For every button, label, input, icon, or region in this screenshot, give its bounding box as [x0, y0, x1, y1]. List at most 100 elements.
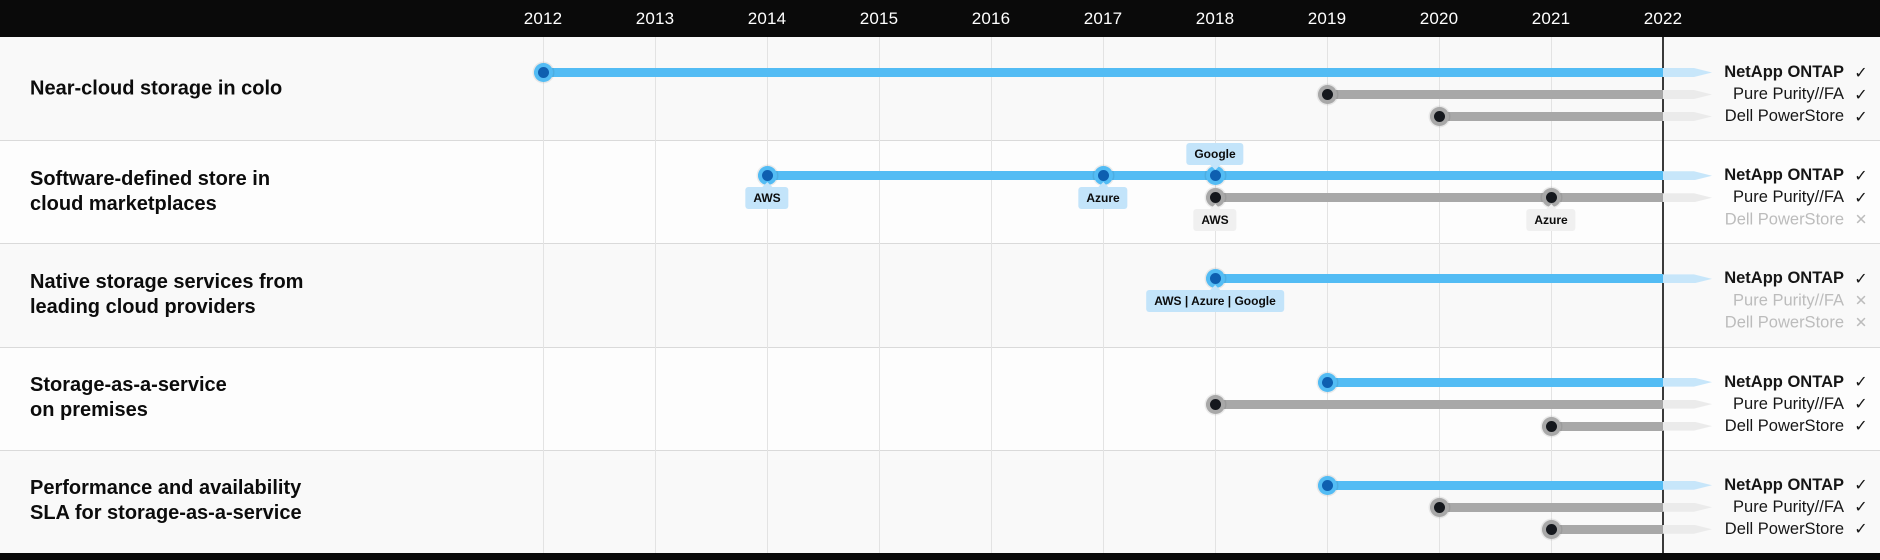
support-check-icon: ✓	[1854, 396, 1868, 414]
row-background-near-cloud-storage-in-colo	[0, 37, 1880, 141]
category-label-line: Near-cloud storage in colo	[30, 77, 283, 100]
row-separator	[0, 140, 1880, 142]
vendor-label-slot-netapp-ontap: NetApp ONTAP ✓	[1724, 166, 1870, 186]
gridline-2014	[766, 37, 768, 553]
year-label-2017: 2017	[1083, 8, 1123, 28]
year-label-2015: 2015	[859, 8, 899, 28]
year-label-2020: 2020	[1419, 8, 1459, 28]
gridline-2020	[1438, 37, 1440, 553]
vendor-label-slot-pure-purity-fa: Pure Purity//FA ✓	[1733, 85, 1870, 105]
milestone-dot-netapp-ontap-2012	[533, 63, 553, 82]
gridline-2016	[990, 37, 992, 553]
timeline-bar-dell-powerstore	[1430, 112, 1663, 121]
year-label-2019: 2019	[1307, 8, 1347, 28]
vendor-label-slot-dell-powerstore: Dell PowerStore ✓	[1725, 519, 1870, 539]
vendor-label-slot-netapp-ontap: NetApp ONTAP ✓	[1724, 63, 1870, 83]
category-label-line: Native storage services from	[30, 271, 304, 293]
milestone-dot-netapp-ontap-2017	[1093, 166, 1113, 186]
vendor-label-netapp-ontap: NetApp ONTAP	[1724, 475, 1844, 494]
milestone-dot-pure-purity-fa-2018	[1205, 394, 1225, 414]
bar-fade-arrow-netapp-ontap	[1663, 481, 1712, 490]
timeline-bar-pure-purity-fa	[1206, 399, 1663, 409]
timeline-bar-netapp-ontap	[1206, 274, 1663, 284]
bar-fade-arrow-dell-powerstore	[1663, 525, 1712, 534]
vendor-label-slot-dell-powerstore: Dell PowerStore ✓	[1725, 107, 1870, 127]
milestone-dot-netapp-ontap-2019	[1317, 372, 1337, 392]
bar-fade-arrow-pure-purity-fa	[1663, 503, 1712, 512]
support-check-icon: ✓	[1854, 418, 1868, 436]
vendor-label-slot-dell-powerstore: Dell PowerStore ✕	[1725, 313, 1870, 332]
milestone-dot-dell-powerstore-2020	[1429, 107, 1449, 126]
gridline-2021	[1550, 37, 1552, 553]
category-label-software-defined-store-in: Software-defined store in cloud marketpla…	[30, 167, 270, 217]
timeline-bar-dell-powerstore	[1542, 421, 1663, 431]
category-label-line: Performance and availability	[30, 477, 302, 500]
vendor-label-slot-pure-purity-fa: Pure Purity//FA ✕	[1733, 291, 1870, 310]
milestone-dot-pure-purity-fa-2020	[1429, 497, 1449, 517]
category-label-line: cloud marketplaces	[30, 192, 217, 215]
vendor-label-slot-pure-purity-fa: Pure Purity//FA ✓	[1733, 394, 1870, 414]
support-check-icon: ✓	[1854, 86, 1868, 104]
year-label-2014: 2014	[747, 8, 787, 28]
bar-fade-arrow-pure-purity-fa	[1663, 193, 1712, 202]
row-background-storage-as-a-service	[0, 346, 1880, 450]
vendor-label-netapp-ontap: NetApp ONTAP	[1724, 372, 1844, 391]
bar-fade-arrow-netapp-ontap	[1663, 378, 1712, 387]
row-background-native-storage-services-from	[0, 243, 1880, 347]
support-check-icon: ✓	[1854, 108, 1868, 126]
year-label-2012: 2012	[523, 8, 563, 28]
vendor-label-netapp-ontap: NetApp ONTAP	[1724, 166, 1844, 185]
vendor-label-dell-powerstore: Dell PowerStore	[1724, 107, 1844, 125]
vendor-label-netapp-ontap: NetApp ONTAP	[1724, 269, 1844, 288]
vendor-label-pure-purity-fa: Pure Purity//FA	[1733, 188, 1844, 207]
gridline-2015	[878, 37, 880, 553]
year-label-2016: 2016	[971, 8, 1011, 28]
category-label-line: Storage-as-a-service	[30, 374, 227, 397]
category-label-near-cloud-storage-in-colo: Near-cloud storage in colo	[30, 76, 282, 101]
vendor-label-dell-powerstore: Dell PowerStore	[1724, 313, 1844, 332]
vendor-label-dell-powerstore: Dell PowerStore	[1724, 416, 1844, 435]
timeline-bar-pure-purity-fa	[1430, 502, 1663, 512]
not-supported-x-icon: ✕	[1854, 314, 1868, 332]
support-check-icon: ✓	[1854, 64, 1868, 82]
vendor-label-netapp-ontap: NetApp ONTAP	[1724, 63, 1844, 81]
year-label-2022: 2022	[1643, 8, 1683, 28]
milestone-dot-pure-purity-fa-2018	[1205, 188, 1225, 208]
bar-fade-arrow-netapp-ontap	[1663, 68, 1712, 77]
support-check-icon: ✓	[1854, 189, 1868, 207]
vendor-label-pure-purity-fa: Pure Purity//FA	[1733, 85, 1844, 103]
milestone-dot-netapp-ontap-2014	[757, 166, 777, 186]
vendor-label-slot-netapp-ontap: NetApp ONTAP ✓	[1724, 269, 1870, 289]
category-label-line: on premises	[30, 399, 148, 422]
milestone-dot-netapp-ontap-2018	[1205, 166, 1225, 186]
milestone-callout-aws: AWS	[745, 181, 789, 209]
vendor-label-slot-pure-purity-fa: Pure Purity//FA ✓	[1733, 497, 1870, 517]
not-supported-x-icon: ✕	[1854, 211, 1868, 229]
category-label-line: SLA for storage-as-a-service	[30, 502, 302, 525]
bar-fade-arrow-pure-purity-fa	[1663, 90, 1712, 99]
milestone-callout-azure: Azure	[1078, 181, 1128, 209]
gridline-2013	[654, 37, 656, 553]
milestone-dot-netapp-ontap-2019	[1317, 475, 1337, 495]
not-supported-x-icon: ✕	[1854, 292, 1868, 310]
support-check-icon: ✓	[1854, 521, 1868, 539]
vendor-label-pure-purity-fa: Pure Purity//FA	[1733, 291, 1844, 310]
timeline-bar-netapp-ontap	[1318, 480, 1663, 490]
current-year-line-2022	[1662, 37, 1664, 553]
gridline-2017	[1102, 37, 1104, 553]
milestone-dot-dell-powerstore-2021	[1541, 519, 1561, 539]
vendor-label-slot-dell-powerstore: Dell PowerStore ✓	[1725, 416, 1870, 436]
support-check-icon: ✓	[1854, 167, 1868, 185]
timeline-bar-netapp-ontap	[534, 68, 1663, 77]
milestone-callout-aws-azure-google: AWS | Azure | Google	[1146, 284, 1284, 312]
vendor-label-pure-purity-fa: Pure Purity//FA	[1733, 497, 1844, 516]
milestone-dot-pure-purity-fa-2021	[1541, 188, 1561, 208]
bar-fade-arrow-dell-powerstore	[1663, 112, 1712, 121]
timeline-bar-dell-powerstore	[1542, 524, 1663, 534]
category-label-native-storage-services-from: Native storage services from leading clou…	[30, 270, 303, 320]
vendor-label-dell-powerstore: Dell PowerStore	[1724, 519, 1844, 538]
support-check-icon: ✓	[1854, 499, 1868, 517]
row-separator	[0, 449, 1880, 451]
